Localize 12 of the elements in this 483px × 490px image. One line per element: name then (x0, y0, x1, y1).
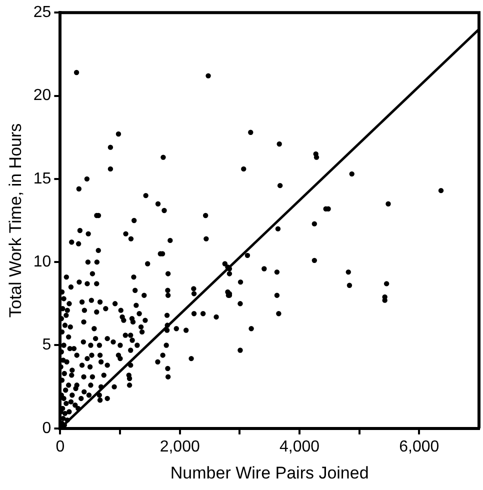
y-tick-label: 5 (42, 336, 52, 354)
y-tick-label: 15 (33, 170, 52, 188)
y-tick-label: 10 (33, 253, 52, 270)
x-tick-label: 0 (56, 438, 65, 456)
y-tick-label: 25 (33, 4, 52, 22)
x-tick-label: 6,000 (399, 438, 440, 456)
x-axis-title: Number Wire Pairs Joined (170, 463, 369, 482)
y-axis-title: Total Work Time, in Hours (6, 123, 25, 318)
x-tick-label: 4,000 (279, 438, 320, 456)
x-tick-label: 2,000 (160, 438, 200, 456)
y-tick-label: 0 (42, 420, 52, 437)
y-tick-label: 20 (33, 87, 52, 104)
